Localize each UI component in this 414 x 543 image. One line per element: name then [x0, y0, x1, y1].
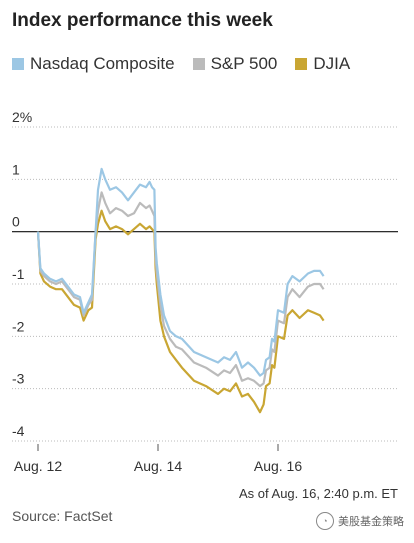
series-line-0: [36, 167, 325, 377]
source-note: Source: FactSet: [12, 508, 113, 524]
legend-item-djia: DJIA: [295, 54, 350, 74]
legend-swatch-sp500: [192, 58, 205, 70]
y-tick-label: -4: [12, 423, 25, 439]
chart-title: Index performance this week: [12, 10, 273, 31]
y-tick-label: -2: [12, 318, 25, 334]
timestamp-note: As of Aug. 16, 2:40 p.m. ET: [239, 486, 398, 501]
legend-item-sp500: S&P 500: [192, 54, 278, 74]
legend-label-sp500: S&P 500: [210, 54, 278, 73]
watermark: ◔ 美股基金策略: [316, 512, 404, 530]
chart-legend: Nasdaq Composite S&P 500 DJIA: [12, 54, 368, 74]
x-tick-label: Aug. 16: [254, 458, 302, 474]
legend-swatch-djia: [295, 58, 308, 70]
legend-label-nasdaq: Nasdaq Composite: [30, 54, 175, 73]
legend-label-djia: DJIA: [313, 54, 351, 73]
y-tick-label: -1: [12, 266, 25, 282]
y-tick-label: 2%: [12, 109, 32, 125]
legend-swatch-nasdaq: [12, 58, 24, 70]
x-tick-label: Aug. 12: [14, 458, 62, 474]
wechat-icon: ◔: [316, 512, 334, 530]
y-tick-label: 0: [12, 214, 20, 230]
x-tick-label: Aug. 14: [134, 458, 182, 474]
series-line-1: [36, 191, 325, 388]
series-line-2: [36, 209, 325, 414]
y-tick-label: -3: [12, 371, 25, 387]
y-tick-label: 1: [12, 161, 20, 177]
legend-item-nasdaq: Nasdaq Composite: [12, 54, 175, 74]
watermark-text: 美股基金策略: [338, 516, 404, 528]
